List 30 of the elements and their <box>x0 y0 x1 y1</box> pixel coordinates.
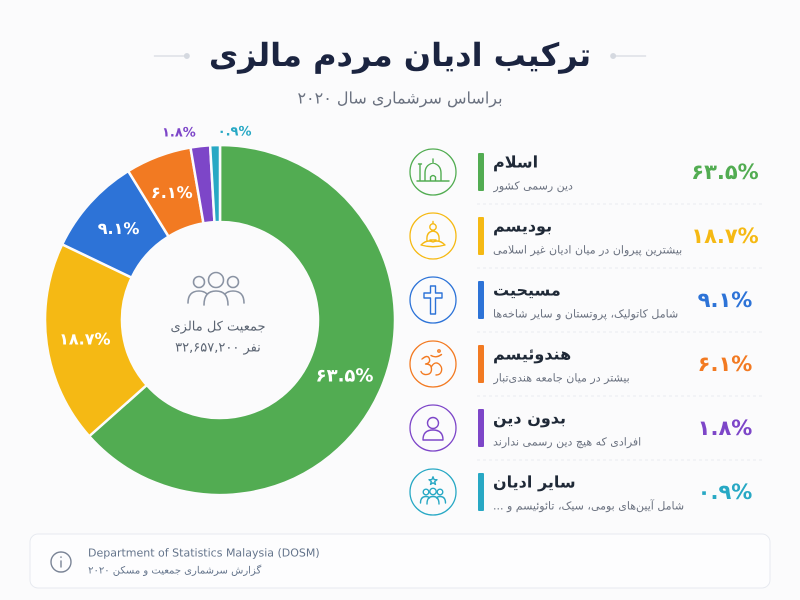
text: جمعیت کل مالزی <box>170 320 266 334</box>
legend-label: بدون دین <box>493 408 566 428</box>
legend-label: بودیسم <box>493 216 552 236</box>
text: ۶.۱% <box>698 352 752 376</box>
chart-subtitle: براساس سرشماری سال ۲۰۲۰ <box>297 88 503 108</box>
legend-label: هندوئیسم <box>493 344 572 364</box>
text: گزارش سرشماری جمعیت و مسکن ۲۰۲۰ <box>88 564 262 576</box>
text: دین رسمی کشور <box>492 180 574 192</box>
data-label: ۶.۱% <box>150 182 193 202</box>
chart-title: ترکیب ادیان مردم مالزی <box>208 36 592 74</box>
text: بیشترین پیروان در میان ادیان غیر اسلامی <box>493 244 682 256</box>
text: ۱.۸% <box>698 416 752 440</box>
text: ۹.۱% <box>698 288 752 312</box>
data-label: ۱.۸% <box>162 126 196 141</box>
text: شامل کاتولیک، پروتستان و سایر شاخه‌ها <box>493 308 678 320</box>
text: ۶۳.۵% <box>691 160 759 184</box>
legend-label: اسلام <box>493 152 538 172</box>
text: افرادی که هیچ دین رسمی ندارند <box>493 436 642 448</box>
text: شامل آیین‌های بومی، سیک، تائوئیسم و ... <box>493 498 684 512</box>
data-label: ۱۸.۷% <box>59 330 111 348</box>
text: ۱۸.۷% <box>691 224 759 248</box>
legend-label: مسیحیت <box>493 280 561 300</box>
data-label: ۶۳.۵% <box>316 365 374 386</box>
text: بیشتر در میان جامعه هندی‌تبار <box>492 372 630 384</box>
text: Department of Statistics Malaysia (DOSM) <box>88 546 320 560</box>
text: ۳۲,۶۵۷,۲۰۰ نفر <box>175 340 261 356</box>
data-label: ۰.۹% <box>218 124 252 140</box>
legend-label: سایر ادیان <box>493 472 576 492</box>
text: ۰.۹% <box>698 480 752 504</box>
data-label: ۹.۱% <box>98 219 140 238</box>
